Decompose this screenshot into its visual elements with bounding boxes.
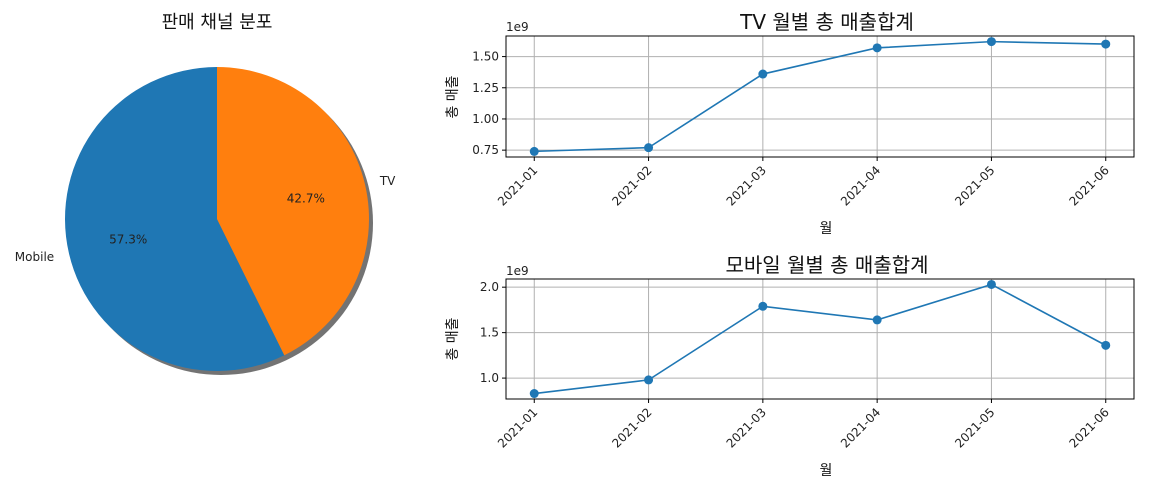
mobile-grid xyxy=(506,279,1134,399)
mobile-line-chart: 모바일 월별 총 매출합계 1e9 1.01.52.0 2021-01 2021-… xyxy=(445,253,1135,479)
pie-title: 판매 채널 분포 xyxy=(162,12,273,33)
tv-line-chart: TV 월별 총 매출합계 1e9 0.75 1.00 1.25 1.50 2021-0… xyxy=(445,10,1135,237)
tv-y-tick-label: 1.25 xyxy=(472,81,499,95)
tv-x-tick-label: 2021-04 xyxy=(838,163,883,208)
tv-x-tick-label: 2021-01 xyxy=(495,163,540,208)
mobile-x-tick-label: 2021-03 xyxy=(724,405,769,450)
pie-percent-tv: 42.7% xyxy=(287,191,325,205)
mobile-x-tick-label: 2021-01 xyxy=(495,405,540,450)
tv-data-point xyxy=(758,69,768,79)
pie-slice-tv xyxy=(217,67,369,356)
tv-data-point xyxy=(872,43,882,53)
tv-series-line xyxy=(534,40,1106,153)
tv-x-tick-label: 2021-02 xyxy=(609,163,654,208)
mobile-y-axis-label: 총 매출 xyxy=(445,317,461,360)
tv-x-tick-label: 2021-03 xyxy=(724,163,769,208)
tv-axes-frame xyxy=(505,35,1135,158)
mobile-y-ticks: 1.0 1.5 2.0 xyxy=(480,280,506,385)
tv-y-tick-label: 1.00 xyxy=(472,112,499,126)
mobile-data-point xyxy=(529,389,539,399)
tv-data-point xyxy=(1101,39,1111,49)
mobile-series-line xyxy=(534,283,1107,395)
mobile-data-point xyxy=(758,301,768,311)
tv-y-ticks: 0.75 1.00 1.25 1.50 xyxy=(472,50,506,157)
pie-chart: 판매 채널 분포 Mobile TV 57.3% 42.7% xyxy=(15,12,396,375)
mobile-x-ticks: 2021-01 2021-02 2021-03 2021-04 2021-05 2021-… xyxy=(495,399,1112,451)
mobile-series-points xyxy=(529,279,1111,399)
mobile-y-tick-label: 1.5 xyxy=(480,326,499,340)
mobile-offset-label: 1e9 xyxy=(506,264,529,278)
mobile-x-tick-label: 2021-02 xyxy=(609,405,654,450)
mobile-data-point xyxy=(872,315,882,325)
mobile-x-tick-label: 2021-05 xyxy=(952,405,997,450)
pie-label-tv: TV xyxy=(379,174,396,188)
tv-grid xyxy=(506,36,1134,157)
mobile-x-axis-label: 월 xyxy=(820,463,833,479)
pie-slice-mobile xyxy=(65,67,285,371)
tv-data-point xyxy=(644,143,654,153)
mobile-y-tick-label: 2.0 xyxy=(480,280,499,294)
tv-y-tick-label: 0.75 xyxy=(472,143,499,157)
mobile-data-point xyxy=(986,279,996,289)
pie-percent-mobile: 57.3% xyxy=(109,233,147,247)
pie-label-mobile: Mobile xyxy=(15,250,54,264)
mobile-chart-title: 모바일 월별 총 매출합계 xyxy=(725,253,928,277)
tv-data-point xyxy=(986,37,996,47)
tv-y-axis-label: 총 매출 xyxy=(445,75,461,118)
tv-x-tick-label: 2021-06 xyxy=(1067,163,1112,208)
tv-chart-title: TV 월별 총 매출합계 xyxy=(739,10,914,34)
tv-series-points xyxy=(529,37,1111,156)
tv-y-tick-label: 1.50 xyxy=(472,50,499,64)
tv-offset-label: 1e9 xyxy=(506,20,529,34)
mobile-data-point xyxy=(644,375,654,385)
mobile-data-point xyxy=(1101,340,1111,350)
mobile-x-tick-label: 2021-04 xyxy=(838,405,883,450)
mobile-axes-frame xyxy=(505,278,1135,400)
mobile-y-tick-label: 1.0 xyxy=(480,371,499,385)
tv-x-ticks: 2021-01 2021-02 2021-03 2021-04 2021-05 2021-… xyxy=(495,157,1112,209)
tv-data-point xyxy=(529,146,539,156)
tv-x-tick-label: 2021-05 xyxy=(952,163,997,208)
mobile-x-tick-label: 2021-06 xyxy=(1067,405,1112,450)
tv-x-axis-label: 월 xyxy=(820,221,833,237)
